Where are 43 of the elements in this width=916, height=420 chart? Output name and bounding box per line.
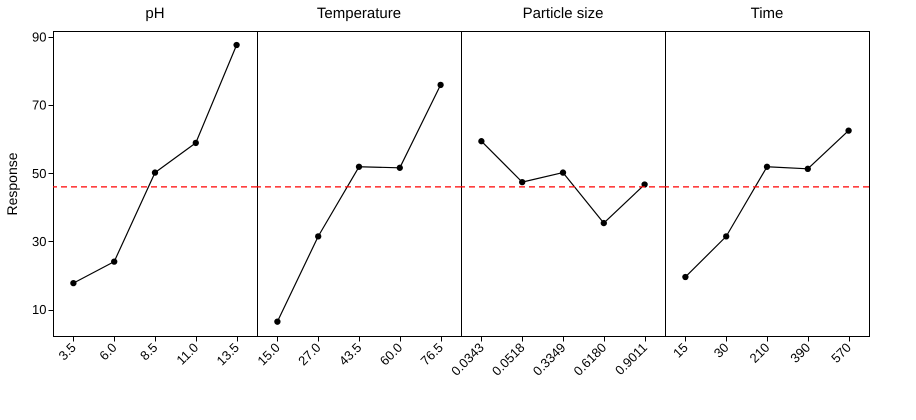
x-tick-label: 3.5 [55, 340, 79, 364]
x-tick-label: 15.0 [254, 340, 283, 368]
point [560, 169, 566, 176]
point [152, 169, 158, 176]
y-tick-label: 10 [32, 302, 46, 318]
point [396, 164, 403, 171]
point [233, 42, 240, 48]
point [437, 82, 444, 88]
point [845, 127, 852, 134]
chart-title: pH [145, 4, 165, 22]
point [764, 164, 770, 170]
y-tick-label: 30 [32, 234, 46, 249]
x-tick-label: 6.0 [96, 340, 120, 364]
point [641, 181, 648, 188]
x-tick-label: 390 [787, 340, 814, 366]
point [804, 166, 811, 172]
x-tick-label: 15 [670, 340, 691, 361]
x-tick-label: 570 [828, 340, 854, 366]
y-axis-title: Response [4, 152, 20, 216]
point [111, 258, 118, 265]
point [519, 178, 526, 186]
x-tick-label: 8.5 [137, 340, 160, 364]
point [600, 220, 607, 226]
y-tick-label: 50 [32, 166, 46, 181]
point [723, 233, 730, 240]
x-tick-label: 210 [746, 340, 772, 366]
x-tick-label: 60.0 [376, 340, 406, 368]
point [356, 164, 362, 170]
x-tick-label: 43.5 [336, 340, 364, 368]
point [682, 274, 689, 280]
chart-title: Particle size [522, 5, 604, 22]
chart-title: Time [750, 5, 784, 22]
x-tick-label: 30 [710, 340, 732, 361]
point [70, 280, 77, 286]
point [315, 233, 322, 240]
point [192, 140, 199, 146]
y-tick-label: 70 [32, 98, 46, 113]
point [274, 318, 281, 325]
x-tick-label: 11.0 [173, 340, 202, 368]
chart-title: Temperature [316, 5, 402, 22]
point [478, 138, 485, 144]
y-tick-label: 90 [32, 29, 46, 44]
x-tick-label: 76.5 [418, 340, 446, 368]
